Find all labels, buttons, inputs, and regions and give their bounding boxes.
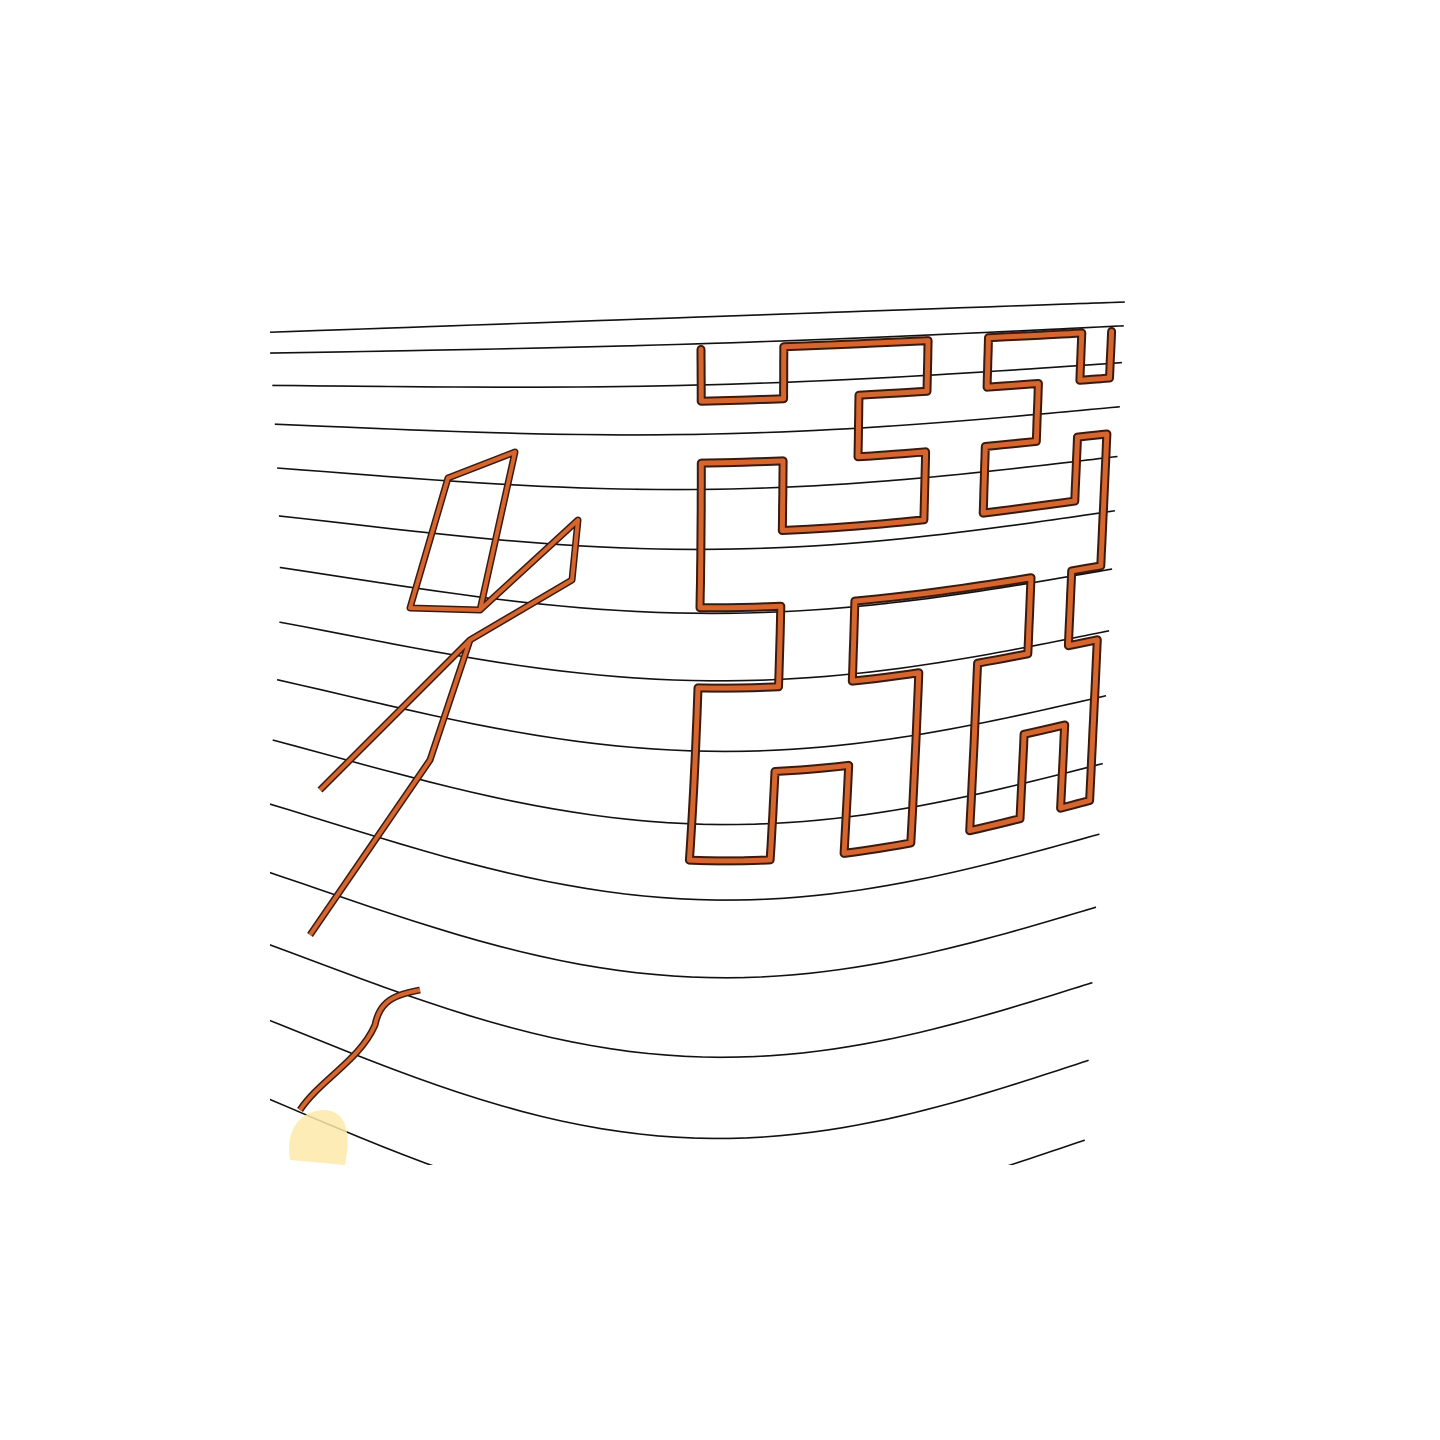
left-fill [298,450,580,1112]
grid-row-line [272,739,1103,826]
curve-fill [686,329,1115,864]
warped-grid [270,301,1125,1165]
grid-row-line [270,803,1100,901]
grid-row-line [270,1098,1086,1165]
grid-row-line [270,325,1124,354]
grid-row-line [270,944,1093,1059]
grid-row-line [278,510,1115,551]
grid-row-line [279,621,1110,682]
grid-row-line [274,405,1120,436]
orange-curves [297,327,1117,1113]
grid-row-line [270,871,1097,979]
grid-row-line [272,361,1122,388]
grid-row-line [276,678,1107,753]
grid-row-line [270,1019,1089,1140]
grid-row-line [270,301,1125,334]
yellow-smudge [289,1110,348,1165]
grid-row-line [277,455,1118,491]
